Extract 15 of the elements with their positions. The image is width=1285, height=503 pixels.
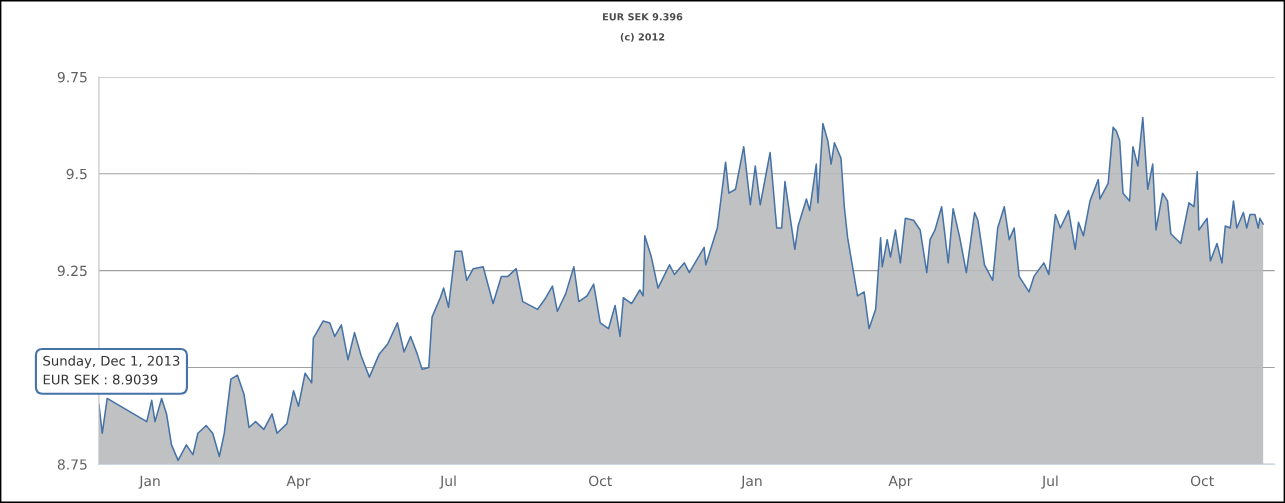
y-tick-label: 9.75 — [57, 71, 87, 83]
y-tick-label: 8.75 — [57, 459, 87, 470]
x-tick-label: Jul — [1041, 475, 1058, 489]
x-tick-label: Oct — [1190, 475, 1214, 487]
chart-title: EUR SEK 9.396 — [603, 13, 683, 21]
annotation: Sunday, Dec 1, 2013 EUR SEK : 8.9039 — [43, 355, 180, 385]
y-tick-label: 9.5 — [66, 168, 87, 180]
x-tick-label: Oct — [589, 475, 612, 487]
chart-subtitle: (c) 2012 — [620, 33, 665, 42]
x-tick-label: Apr — [286, 475, 311, 489]
x-tick-label: Jul — [439, 475, 456, 489]
x-tick-label: Jan — [740, 475, 762, 489]
x-tick-label: Jan — [138, 475, 160, 489]
x-tick-label: Apr — [888, 475, 913, 489]
y-tick-label: 9.25 — [57, 265, 87, 277]
